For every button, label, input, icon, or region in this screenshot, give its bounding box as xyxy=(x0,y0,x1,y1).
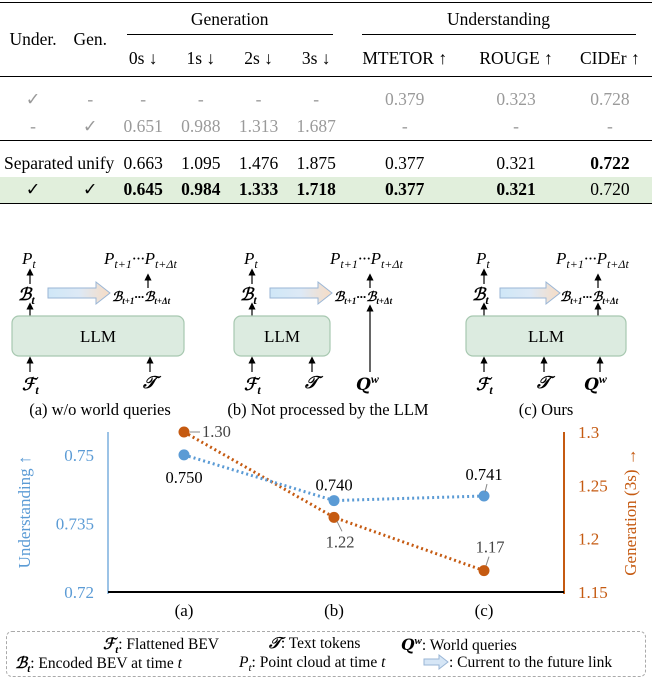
ablation-line-chart: 0.72 0.735 0.75 1.15 1.2 1.25 1.3 (a) (b) (c) Unde… xyxy=(15,424,640,620)
y2-tick-label: 1.3 xyxy=(578,424,599,442)
data-point-generation xyxy=(328,511,340,523)
col-cider: CIDEr ↑ xyxy=(579,47,640,68)
legend-t: 𝒯: Text tokens xyxy=(269,635,361,652)
col-mtetor: MTETOR ↑ xyxy=(362,47,448,68)
col-1s: 1s ↓ xyxy=(186,47,216,68)
svg-text:Pt: Pt xyxy=(21,249,36,271)
table-row: - ✓ 0.651 0.988 1.313 1.687 -- - xyxy=(0,113,652,141)
col-2s: 2s ↓ xyxy=(244,47,273,68)
data-point-understanding xyxy=(178,449,190,461)
future-link-arrow-icon xyxy=(423,653,449,671)
data-label-leader xyxy=(484,483,488,493)
data-label-generation: 1.30 xyxy=(202,424,231,441)
svg-text:𝒯: 𝒯 xyxy=(536,373,556,392)
table-row-highlighted: ✓ ✓ 0.645 0.984 1.333 1.718 0.377 0.321 0.72… xyxy=(0,176,652,204)
understanding-group-header: Understanding xyxy=(345,3,652,41)
caption-b: (b) Not processed by the LLM xyxy=(227,400,428,419)
legend-qw: 𝑸w: World queries xyxy=(401,635,517,655)
svg-text:𝑸w: 𝑸w xyxy=(356,372,380,394)
svg-text:Pt+1···Pt+Δt: Pt+1···Pt+Δt xyxy=(103,249,177,271)
svg-text:ℬt+1···ℬt+Δt: ℬt+1···ℬt+Δt xyxy=(560,289,619,306)
data-label-understanding: 0.740 xyxy=(315,476,352,495)
data-label-generation: 1.17 xyxy=(476,538,505,557)
svg-text:Pt+1···Pt+Δt: Pt+1···Pt+Δt xyxy=(329,249,403,271)
data-point-generation xyxy=(478,565,490,577)
data-label-leader xyxy=(485,556,490,566)
svg-text:ℱt: ℱt xyxy=(244,375,261,397)
x-tick-label: (c) xyxy=(475,601,494,620)
llm-label: LLM xyxy=(264,327,300,346)
svg-text:ℱt: ℱt xyxy=(22,375,39,397)
generation-group-header: Generation xyxy=(114,3,345,41)
x-tick-label: (b) xyxy=(324,601,344,620)
legend-ft: ℱt: Flattened BEV xyxy=(103,636,219,657)
legend-bt: ℬt: Encoded BEV at time t xyxy=(15,655,182,676)
llm-label: LLM xyxy=(80,327,116,346)
svg-text:ℬt: ℬt xyxy=(18,285,35,307)
legend-link: : Current to the future link xyxy=(423,653,612,672)
col-gen: Gen. xyxy=(73,29,107,49)
diagram-b: Pt Pt+1···Pt+Δt ℬt ℬt+1···ℬt+Δt LLM ℱt 𝒯… xyxy=(227,249,428,419)
data-point-understanding xyxy=(478,490,490,502)
col-under: Under. xyxy=(9,29,57,49)
table-row: ✓ - -- -- 0.379 0.323 0.728 xyxy=(25,89,630,109)
svg-text:𝑸w: 𝑸w xyxy=(584,372,608,394)
llm-label: LLM xyxy=(528,327,564,346)
y-tick-label: 0.72 xyxy=(64,583,94,602)
svg-text:𝒯: 𝒯 xyxy=(142,373,162,392)
y2-tick-label: 1.2 xyxy=(578,530,599,549)
y-axis-title: Understanding ↑ xyxy=(15,456,34,569)
y2-tick-label: 1.25 xyxy=(578,476,608,495)
col-rouge: ROUGE ↑ xyxy=(479,47,553,68)
architecture-diagrams: Pt Pt+1···Pt+Δt ℬt ℬt+1···ℬt+Δt LLM ℱt 𝒯… xyxy=(11,249,629,419)
svg-text:Pt: Pt xyxy=(243,249,258,271)
data-label-understanding: 0.750 xyxy=(165,468,202,487)
svg-text:ℬt+1···ℬt+Δt: ℬt+1···ℬt+Δt xyxy=(112,289,171,306)
table-row: Separated unify 0.663 1.095 1.476 1.875 0.… xyxy=(4,152,630,173)
data-label-generation: 1.22 xyxy=(326,532,355,551)
svg-text:Pt: Pt xyxy=(475,249,490,271)
results-table: Under. Gen. Generation Understanding 0s … xyxy=(0,2,652,204)
caption-c: (c) Ours xyxy=(519,400,574,419)
legend-pt: Pt: Point cloud at time t xyxy=(239,654,386,675)
x-tick-label: (a) xyxy=(175,601,194,620)
data-label-understanding: 0.741 xyxy=(465,465,502,484)
svg-text:ℬt+1···ℬt+Δt: ℬt+1···ℬt+Δt xyxy=(334,289,393,306)
data-point-understanding xyxy=(328,495,340,507)
y2-axis-title: Generation (3s) → xyxy=(621,448,640,575)
col-3s: 3s ↓ xyxy=(301,47,331,68)
diagram-c: Pt Pt+1···Pt+Δt ℬt ℬt+1···ℬt+Δt LLM ℱt 𝒯… xyxy=(465,249,629,419)
svg-text:𝒯: 𝒯 xyxy=(304,373,324,392)
svg-text:Pt+1···Pt+Δt: Pt+1···Pt+Δt xyxy=(555,249,629,271)
notation-legend: ℱt: Flattened BEV 𝒯: Text tokens 𝑸w: Wor… xyxy=(6,631,646,677)
caption-a: (a) w/o world queries xyxy=(29,400,171,419)
data-label-leader xyxy=(336,521,343,532)
y2-tick-label: 1.15 xyxy=(578,583,608,602)
svg-text:ℬt: ℬt xyxy=(472,285,489,307)
col-0s: 0s ↓ xyxy=(128,47,158,68)
data-point-generation xyxy=(178,426,190,438)
svg-text:ℬt: ℬt xyxy=(240,285,257,307)
diagram-a: Pt Pt+1···Pt+Δt ℬt ℬt+1···ℬt+Δt LLM ℱt 𝒯… xyxy=(11,249,185,419)
svg-text:ℱt: ℱt xyxy=(476,375,493,397)
y-tick-label: 0.735 xyxy=(56,514,94,533)
y-tick-label: 0.75 xyxy=(64,446,94,465)
